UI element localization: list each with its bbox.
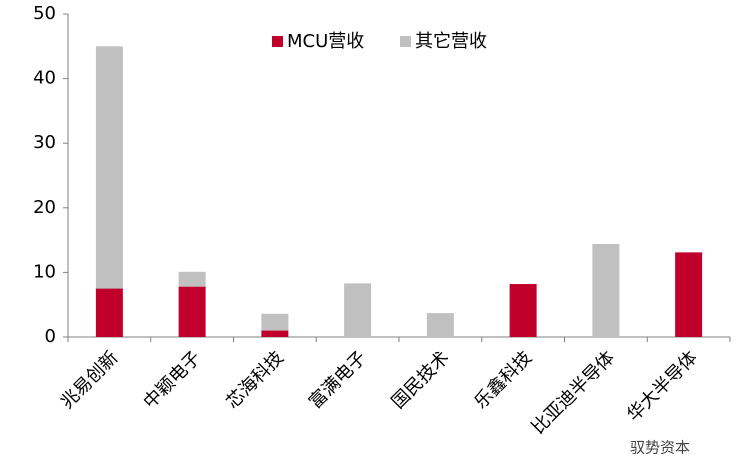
watermark: 驭势资本: [630, 439, 690, 457]
legend-swatch: [400, 36, 411, 47]
bar-segment: [95, 46, 123, 289]
y-tick-label: 30: [33, 132, 56, 153]
bar-segment: [509, 284, 537, 337]
bar-segment: [261, 313, 289, 331]
legend-swatch: [272, 36, 283, 47]
bar-segment: [592, 243, 620, 337]
bar-segment: [426, 313, 454, 337]
legend-label: MCU营收: [287, 31, 364, 52]
bar-segment: [178, 271, 206, 287]
y-tick-label: 10: [33, 261, 56, 282]
y-tick-label: 20: [33, 197, 56, 218]
x-tick-label: 比亚迪半导体: [528, 347, 619, 438]
bar-segment: [95, 288, 123, 337]
bar-segment: [178, 286, 206, 337]
y-tick-label: 50: [33, 3, 56, 24]
legend-label: 其它营收: [415, 31, 487, 52]
x-tick-label: 芯海科技: [222, 347, 288, 413]
bar-segment: [675, 252, 703, 337]
y-tick-label: 0: [45, 326, 56, 347]
x-tick-label: 乐鑫科技: [470, 347, 536, 413]
bar-segment: [261, 330, 289, 337]
x-tick-label: 华大半导体: [623, 347, 701, 425]
bar-segment: [344, 283, 372, 337]
x-tick-label: 中颖电子: [139, 347, 205, 413]
x-tick-label: 兆易创新: [57, 347, 123, 413]
x-tick-label: 国民技术: [388, 347, 454, 413]
y-tick-label: 40: [33, 68, 56, 89]
x-tick-label: 富满电子: [305, 347, 371, 413]
